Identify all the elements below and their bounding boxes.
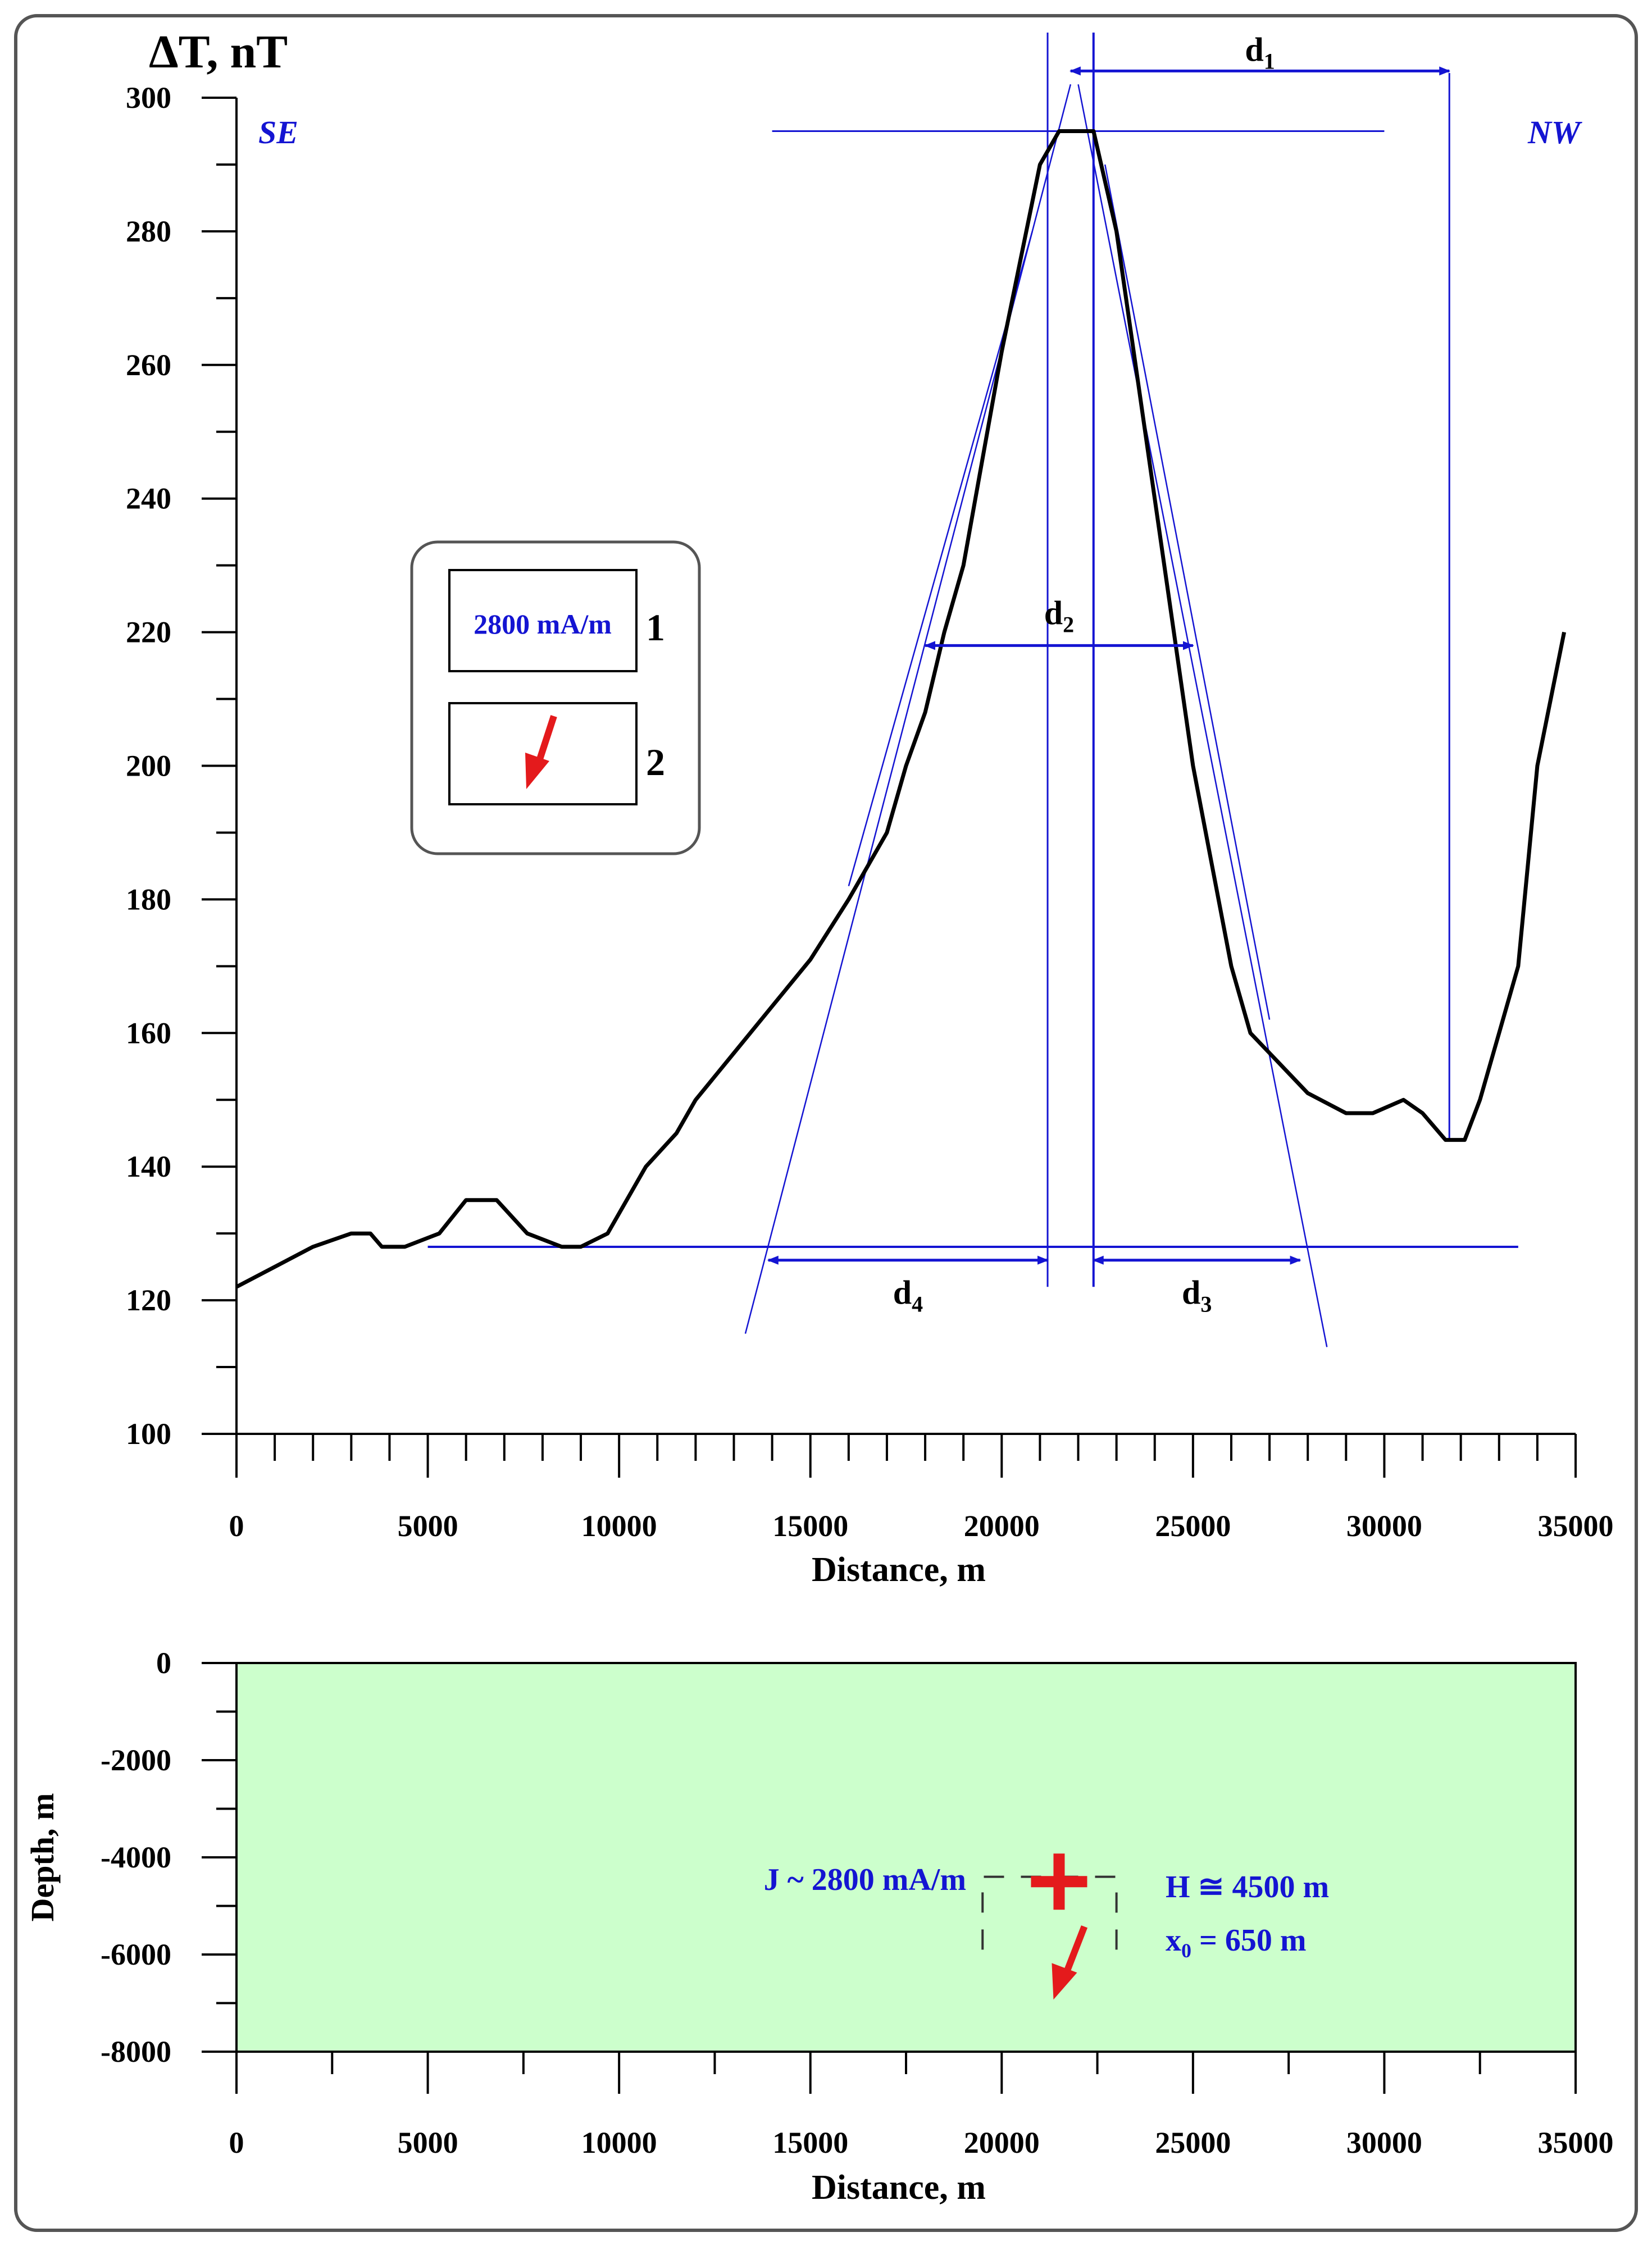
legend: 2800 mA/m 1 2 <box>410 540 701 855</box>
offset-annotation: x0 = 650 m <box>1166 1923 1307 1962</box>
magnetization-arrow-icon <box>1052 1925 1088 2000</box>
x-axis-title-top: Distance, m <box>812 1551 986 1589</box>
measurement-letter: d <box>893 1274 912 1311</box>
depth-tick-label: -2000 <box>101 1743 171 1777</box>
left-tangent-line <box>744 84 1072 1334</box>
x-tick-label: 20000 <box>964 1509 1040 1543</box>
profile-series <box>235 129 1567 1289</box>
y-tick-label: 100 <box>126 1417 171 1451</box>
y-tick-label: 200 <box>126 749 171 783</box>
legend-item-1-number: 1 <box>646 606 665 649</box>
x-tick-label: 0 <box>229 1509 244 1543</box>
x-tick-label: 5000 <box>398 1509 458 1543</box>
direction-label-se: SE <box>258 114 298 151</box>
top-y-axis: 100 120 140 160 180 200 220 240 260 280 300 <box>126 81 238 1451</box>
measurement-subscript: 2 <box>1063 612 1074 637</box>
section-background <box>235 1662 1577 2053</box>
legend-item-1-text: 2800 mA/m <box>474 608 612 640</box>
y-tick-label: 300 <box>126 81 171 115</box>
offset-prefix: x <box>1166 1923 1181 1958</box>
depth-tick-label: 0 <box>156 1646 171 1680</box>
offset-suffix: = 650 m <box>1191 1923 1307 1958</box>
depth-axis-title: Depth, m <box>24 1793 61 1922</box>
y-tick-label: 260 <box>126 348 171 382</box>
x-tick-label: 20000 <box>964 2126 1040 2160</box>
y-tick-label: 240 <box>126 482 171 516</box>
x-tick-label: 0 <box>229 2126 244 2160</box>
measurement-subscript: 4 <box>912 1292 923 1317</box>
y-axis-title: ΔT, nT <box>149 26 288 78</box>
x-tick-label: 35000 <box>1538 2126 1614 2160</box>
x-tick-label: 30000 <box>1346 1509 1422 1543</box>
legend-item-2-number: 2 <box>646 741 665 783</box>
depth-tick-label: -6000 <box>101 1938 171 1971</box>
magnetization-arrow-icon <box>525 715 557 789</box>
top-x-axis: 0 5000 10000 15000 20000 25000 30000 35000 <box>229 1433 1614 1543</box>
x-tick-label: 35000 <box>1538 1509 1614 1543</box>
x-tick-label: 25000 <box>1155 1509 1231 1543</box>
measurement-label: d2 <box>1044 594 1074 637</box>
measurement-letter: d <box>1245 31 1263 68</box>
measurement-label: d3 <box>1182 1274 1212 1317</box>
legend-magnetization-box <box>448 569 638 672</box>
y-tick-label: 120 <box>126 1283 171 1317</box>
y-tick-label: 160 <box>126 1016 171 1050</box>
magnetization-annotation: J ~ 2800 mA/m <box>764 1862 966 1897</box>
direction-label-nw: NW <box>1527 114 1582 151</box>
measurement-letter: d <box>1182 1274 1200 1311</box>
y-tick-label: 280 <box>126 215 171 248</box>
measurement-subscript: 3 <box>1200 1292 1212 1317</box>
y-tick-label: 140 <box>126 1150 171 1183</box>
bottom-y-axis: 0 -2000 -4000 -6000 -8000 <box>101 1646 236 2069</box>
left-slope-tangent-line <box>848 231 1033 886</box>
offset-subscript: 0 <box>1181 1939 1191 1962</box>
x-tick-label: 5000 <box>398 2126 458 2160</box>
measurement-letter: d <box>1044 594 1063 631</box>
series-line <box>235 129 1567 1289</box>
depth-tick-label: -8000 <box>101 2035 171 2069</box>
measurement-label: d4 <box>893 1274 923 1317</box>
x-tick-label: 15000 <box>772 1509 848 1543</box>
depth-annotation: H ≅ 4500 m <box>1166 1870 1329 1905</box>
delta-t-profile-chart: 100 120 140 160 180 200 220 240 260 280 300 0 5000 1… <box>126 26 1614 1589</box>
bottom-x-axis: 0 5000 10000 15000 20000 25000 30000 35000 <box>229 2052 1614 2160</box>
magnetic-source <box>981 1853 1118 2000</box>
x-tick-label: 10000 <box>581 1509 657 1543</box>
y-tick-label: 220 <box>126 616 171 649</box>
right-slope-tangent-line <box>1104 164 1271 1020</box>
source-plus-vertical <box>1053 1853 1065 1910</box>
right-tangent-line <box>1077 84 1328 1347</box>
x-tick-label: 30000 <box>1346 2126 1422 2160</box>
x-tick-label: 15000 <box>772 2126 848 2160</box>
depth-section-chart: 0 -2000 -4000 -6000 -8000 0 5000 10000 15000 200… <box>24 1646 1614 2207</box>
measurement-label: d1 <box>1245 31 1275 74</box>
measurement-subscript: 1 <box>1264 48 1275 74</box>
y-tick-label: 180 <box>126 882 171 916</box>
x-tick-label: 25000 <box>1155 2126 1231 2160</box>
x-axis-title-bottom: Distance, m <box>812 2168 986 2207</box>
x-tick-label: 10000 <box>581 2126 657 2160</box>
depth-tick-label: -4000 <box>101 1840 171 1874</box>
